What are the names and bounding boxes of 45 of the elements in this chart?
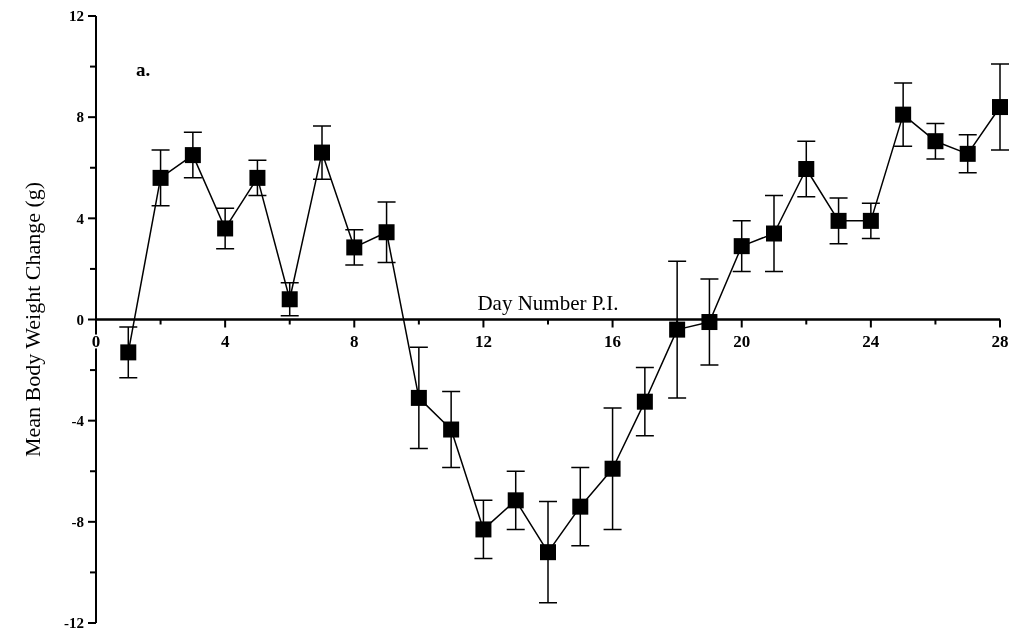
point: [636, 393, 653, 410]
point: [507, 492, 524, 509]
x-axis-title: Day Number P.I.: [477, 290, 619, 315]
y-tick-label: 0: [76, 311, 84, 328]
point: [120, 344, 137, 361]
point: [992, 99, 1008, 116]
point: [281, 291, 298, 308]
point: [540, 544, 556, 561]
point: [895, 106, 912, 123]
annotation: a.: [136, 59, 151, 80]
x-tick-label: 28: [991, 331, 1009, 351]
point: [217, 220, 234, 237]
x-tick-label: 8: [350, 331, 359, 351]
point: [184, 147, 201, 164]
x-tick-label: 20: [733, 331, 751, 351]
point: [410, 389, 427, 406]
point: [766, 225, 782, 242]
point: [443, 421, 460, 438]
point: [152, 169, 169, 186]
point: [314, 144, 330, 161]
y-tick-label: -8: [71, 514, 84, 531]
point: [572, 498, 589, 515]
point: [830, 212, 847, 229]
y-tick-label: -4: [71, 412, 85, 429]
point: [378, 224, 395, 241]
x-tick-label: 16: [604, 331, 622, 351]
y-axis-title: Mean Body Weight Change (g): [20, 181, 45, 458]
y-tick-label: 12: [69, 8, 84, 25]
point: [346, 239, 363, 256]
point: [475, 521, 492, 538]
point: [927, 133, 944, 150]
y-tick-label: 4: [76, 210, 85, 227]
x-tick-label: 4: [220, 331, 230, 351]
y-tick-label: -12: [64, 615, 84, 632]
point: [249, 169, 266, 186]
x-tick-label: 24: [862, 331, 880, 351]
point: [733, 238, 750, 255]
point: [669, 321, 686, 338]
point: [701, 314, 718, 331]
point: [959, 145, 976, 162]
point: [798, 161, 815, 178]
x-tick-label: 12: [474, 331, 492, 351]
point: [862, 212, 879, 229]
y-tick-label: 8: [76, 109, 84, 126]
point: [604, 460, 621, 477]
